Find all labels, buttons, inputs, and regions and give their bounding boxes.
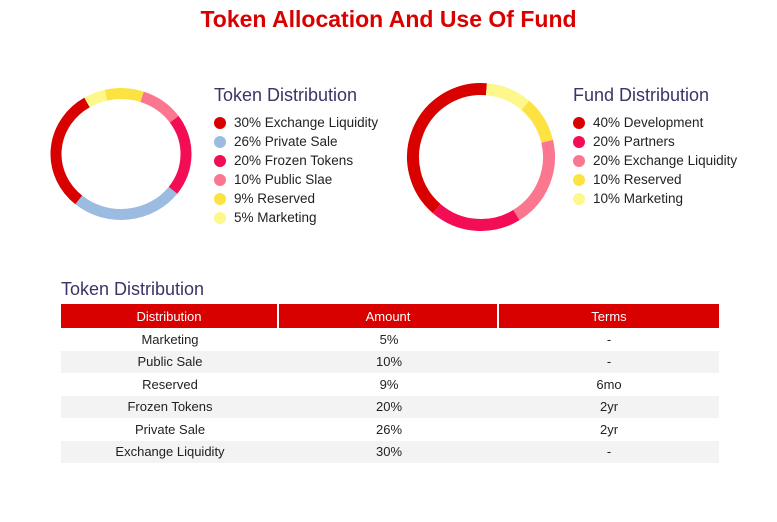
table-header-distribution: Distribution <box>61 304 279 328</box>
legend-label: 26% Private Sale <box>234 134 338 149</box>
legend-item: 10% Reserved <box>573 170 737 189</box>
table-cell: 2yr <box>499 395 719 418</box>
token-distribution-legend-items: 30% Exchange Liquidity 26% Private Sale 20… <box>214 113 378 227</box>
table-cell: Frozen Tokens <box>61 395 279 418</box>
legend-label: 9% Reserved <box>234 191 316 206</box>
token-distribution-donut <box>50 88 192 220</box>
donut-slice-0-4 <box>104 88 144 103</box>
legend-label: 10% Marketing <box>593 191 684 206</box>
legend-item: 40% Development <box>573 113 737 132</box>
legend-swatch <box>214 116 226 129</box>
table-row: Public Sale 10% - <box>61 350 719 373</box>
legend-item: 10% Marketing <box>573 189 737 208</box>
table-row: Exchange Liquidity 30% - <box>61 440 719 463</box>
table-header-terms: Terms <box>499 304 719 328</box>
table-cell: Marketing <box>141 331 199 347</box>
legend-swatch <box>573 154 585 167</box>
legend-swatch <box>573 116 585 129</box>
legend-swatch <box>573 173 585 186</box>
legend-item: 9% Reserved <box>214 189 378 208</box>
legend-item: 20% Frozen Tokens <box>214 151 378 170</box>
legend-label: 20% Partners <box>593 134 675 149</box>
legend-label: 10% Reserved <box>593 172 682 187</box>
legend-label: 10% Public Slae <box>234 172 333 187</box>
token-distribution-legend: Token Distribution 30% Exchange Liquidit… <box>214 85 378 227</box>
legend-item: 26% Private Sale <box>214 132 378 151</box>
legend-item: 10% Public Slae <box>214 170 378 189</box>
table-cell: 30% <box>279 440 499 463</box>
legend-swatch <box>214 173 226 186</box>
fund-distribution-donut <box>407 83 555 231</box>
table-cell: Reserved <box>142 376 198 392</box>
legend-swatch <box>214 154 226 167</box>
legend-swatch <box>573 192 585 205</box>
legend-swatch <box>214 192 226 205</box>
table-cell: Private Sale <box>134 421 206 437</box>
fund-distribution-legend-items: 40% Development 20% Partners 20% Exchange … <box>573 113 737 208</box>
donut-slice-1-4 <box>485 83 530 111</box>
table-row: Private Sale 26% 2yr <box>61 418 719 441</box>
legend-swatch <box>573 135 585 148</box>
table-title: Token Distribution <box>61 279 205 299</box>
legend-item: 30% Exchange Liquidity <box>214 113 378 132</box>
table-cell: 9% <box>379 376 399 392</box>
legend-swatch <box>214 135 226 148</box>
donut-slice-0-0 <box>50 97 90 205</box>
fund-distribution-legend: Fund Distribution 40% Development 20% Par… <box>573 85 737 208</box>
table-cell: 6mo <box>596 376 622 392</box>
table-cell: - <box>606 331 612 347</box>
donut-slice-0-3 <box>140 91 179 123</box>
table-header-amount: Amount <box>279 304 499 328</box>
donut-slice-1-2 <box>513 139 555 221</box>
legend-item: 5% Marketing <box>214 208 378 227</box>
table-row: Reserved 9% 6mo <box>61 373 719 396</box>
legend-label: 20% Frozen Tokens <box>234 153 354 168</box>
table-cell: 10% <box>279 350 499 373</box>
table-cell: 26% <box>375 421 403 437</box>
table-header-row: Distribution Amount Terms <box>61 304 719 328</box>
donut-slice-1-3 <box>521 100 553 143</box>
table-cell: 2yr <box>599 421 619 437</box>
table-cell: - <box>499 350 719 373</box>
fund-distribution-legend-title: Fund Distribution <box>573 85 710 105</box>
legend-label: 5% Marketing <box>234 210 317 225</box>
table-row: Frozen Tokens 20% 2yr <box>61 395 719 418</box>
legend-item: 20% Partners <box>573 132 737 151</box>
donut-slice-1-0 <box>407 83 487 214</box>
legend-swatch <box>214 211 226 224</box>
legend-label: 20% Exchange Liquidity <box>593 153 738 168</box>
table-cell: 5% <box>379 331 399 347</box>
table-cell: Exchange Liquidity <box>61 440 279 463</box>
donut-slice-0-5 <box>84 89 108 108</box>
table-cell: - <box>499 440 719 463</box>
page-title: Token Allocation And Use Of Fund <box>200 6 577 32</box>
token-distribution-table: Distribution Amount Terms Marketing 5% -… <box>61 304 719 463</box>
donut-slice-0-1 <box>75 186 178 220</box>
donut-slice-1-1 <box>432 203 520 231</box>
legend-label: 40% Development <box>593 115 704 130</box>
table-row: Marketing 5% - <box>61 328 719 351</box>
token-distribution-legend-title: Token Distribution <box>214 85 358 105</box>
table-cell: 20% <box>279 395 499 418</box>
table-cell: Public Sale <box>61 350 279 373</box>
legend-item: 20% Exchange Liquidity <box>573 151 737 170</box>
donut-slice-0-2 <box>168 115 192 194</box>
legend-label: 30% Exchange Liquidity <box>234 115 379 130</box>
